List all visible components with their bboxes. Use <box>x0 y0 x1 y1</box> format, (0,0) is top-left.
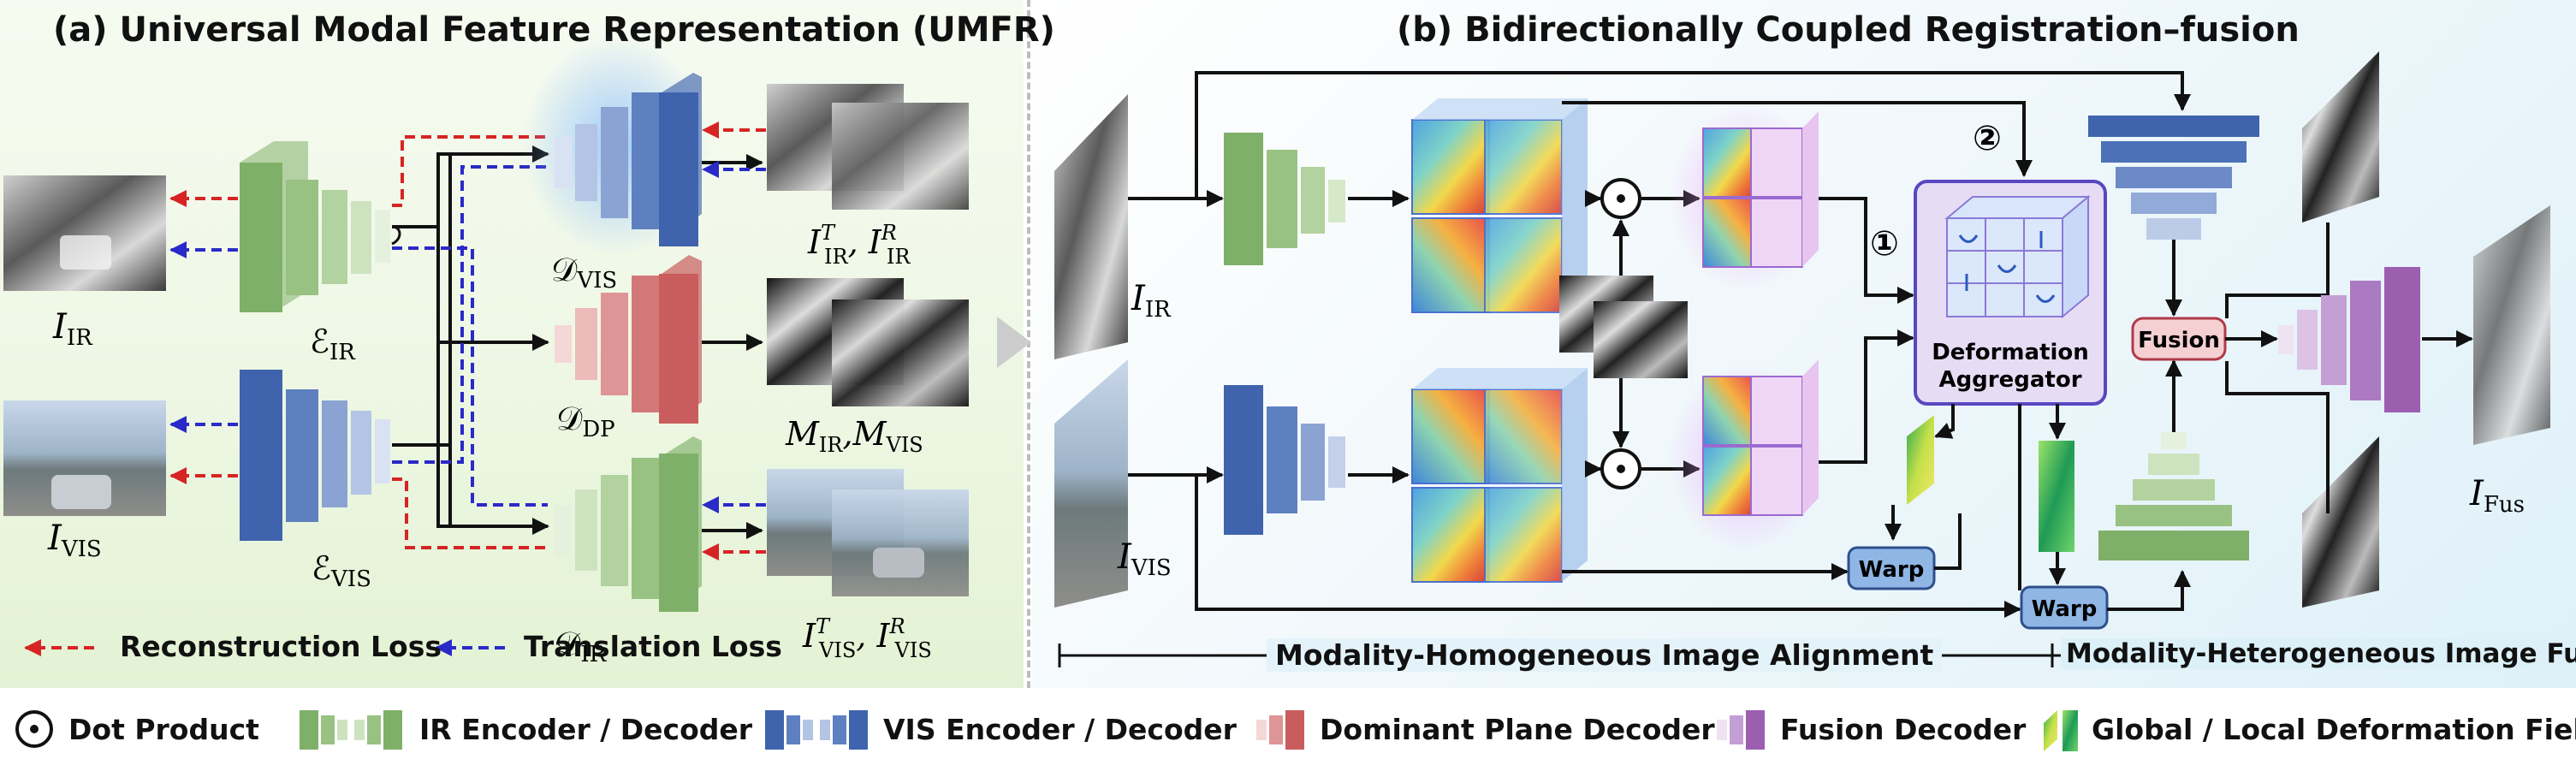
dominant-plane-mask-images <box>767 278 969 406</box>
label-e-ir: ℰIR <box>310 323 356 365</box>
warp-label-global: Warp <box>1859 557 1925 583</box>
local-deformation-field <box>2039 441 2074 552</box>
aggregator-label-line1: Deformation <box>1932 340 2089 365</box>
translated-ir-images <box>767 84 969 210</box>
reconstruction-loss-label: Reconstruction Loss <box>120 630 442 663</box>
vis-car-shape <box>51 475 111 509</box>
panel-b-title: (b) Bidirectionally Coupled Registration… <box>1397 10 2300 50</box>
vis-encoder-decoder-icon <box>765 710 868 750</box>
label-d-vis: 𝒟VIS <box>551 251 617 294</box>
legend-deformation-field: Global / Local Deformation Field <box>2092 712 2576 746</box>
vis-decoder-block <box>555 73 702 246</box>
aggregator-cube-icon <box>1944 194 2091 319</box>
dominant-plane-decoder-icon <box>1256 710 1304 750</box>
legend-dot-product: Dot Product <box>68 712 259 746</box>
fusion-label: Fusion <box>2138 328 2220 353</box>
vis-encoder-b <box>1224 385 1345 535</box>
masked-vis-features <box>1702 359 1819 516</box>
label-d-dp: 𝒟DP <box>556 400 615 442</box>
fusion-decoder-icon <box>1717 710 1765 750</box>
step-2-marker: ② <box>1973 119 2002 158</box>
vis-feature-maps <box>1411 368 1588 583</box>
vis-edge-image <box>2302 436 2379 608</box>
ir-feature-maps <box>1411 98 1588 313</box>
ir-input-image <box>3 175 166 291</box>
legend-dominant-plane-decoder: Dominant Plane Decoder <box>1320 712 1715 746</box>
panel-chevron-icon <box>997 317 1031 368</box>
label-i-vis-t-r: IT VIS, IR VIS <box>802 614 932 662</box>
label-m-ir-vis: MIR,MVIS <box>785 415 923 457</box>
vis-source-image <box>1054 359 1128 608</box>
label-b-i-vis: IVIS <box>1117 537 1172 581</box>
masked-ir-features <box>1702 111 1819 268</box>
label-i-vis: IVIS <box>47 519 102 562</box>
fusion-ir-encoder <box>2088 116 2259 240</box>
homogeneous-section-label: Modality-Homogeneous Image Alignment <box>1267 638 1943 672</box>
label-i-fus: IFus <box>2469 474 2525 518</box>
legend-vis-encoder-decoder: VIS Encoder / Decoder <box>883 712 1237 746</box>
panel-a-title: (a) Universal Modal Feature Representati… <box>53 10 1055 50</box>
ir-decoder-block <box>555 436 702 612</box>
ir-encoder-decoder-icon <box>300 710 402 750</box>
ir-encoder-block <box>240 141 390 312</box>
vis-encoder-block <box>240 370 390 541</box>
aggregator-label-line2: Aggregator <box>1938 367 2081 393</box>
translated-vis-images <box>767 469 969 596</box>
label-i-ir: IIR <box>52 307 93 351</box>
dot-product-icon <box>15 710 53 748</box>
fusion-vis-encoder <box>2098 432 2249 560</box>
fusion-decoder-block <box>2278 267 2420 412</box>
global-deformation-field <box>1907 415 1934 505</box>
label-e-vis: ℰVIS <box>312 549 371 592</box>
dominant-plane-mask-b <box>1559 276 1688 378</box>
heterogeneous-section-label: Modality-Heterogeneous Image Fusion <box>2061 638 2576 669</box>
fused-output-image <box>2473 205 2550 445</box>
deformation-field-icon <box>2044 710 2078 751</box>
legend-ir-encoder-decoder: IR Encoder / Decoder <box>419 712 753 746</box>
label-i-ir-t-r: IT IR, IR IR <box>807 221 911 269</box>
translation-loss-label: Translation Loss <box>524 630 782 663</box>
warp-label-local: Warp <box>2032 596 2098 622</box>
label-b-i-ir: IIR <box>1131 279 1172 323</box>
legend-fusion-decoder: Fusion Decoder <box>1780 712 2027 746</box>
ir-source-image <box>1054 94 1128 359</box>
ir-edge-image <box>2302 51 2379 222</box>
dominant-plane-decoder-block <box>555 255 702 424</box>
ir-car-shape <box>60 235 111 270</box>
step-1-marker: ① <box>1870 224 1899 264</box>
ir-encoder-b <box>1224 133 1345 265</box>
